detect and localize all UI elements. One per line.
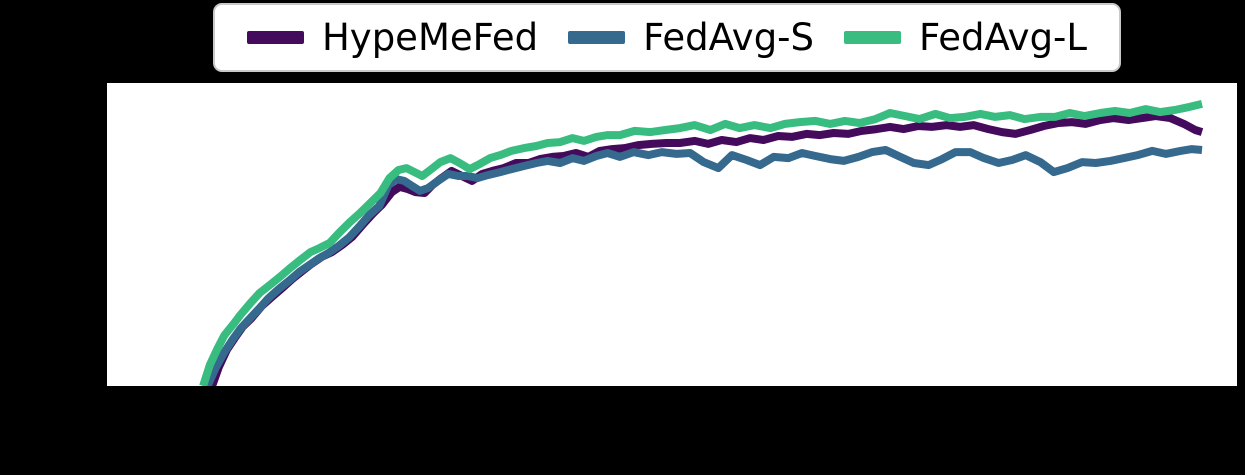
legend-label-fedavg-l: FedAvg-L [919, 16, 1088, 59]
series-plot [199, 100, 1204, 386]
hypemefed-line-swatch-icon [246, 31, 304, 44]
fedavg-s-line-swatch-icon [568, 31, 626, 44]
legend-label-hypemefed: HypeMeFed [321, 16, 539, 59]
legend-item-hypemefed: HypeMeFed [246, 16, 539, 59]
series-line-hypemefed [208, 112, 1204, 386]
series-line-fedavg-l [199, 100, 1203, 386]
legend-label-fedavg-s: FedAvg-S [643, 16, 815, 59]
legend-item-fedavg-s: FedAvg-S [568, 19, 814, 56]
plot-area [107, 83, 1237, 386]
legend: HypeMeFed FedAvg-S FedAvg-L [213, 3, 1121, 72]
series-line-fedavg-s [203, 145, 1203, 386]
fedavg-l-line-swatch-icon [844, 31, 902, 44]
legend-item-fedavg-l: FedAvg-L [844, 19, 1087, 56]
